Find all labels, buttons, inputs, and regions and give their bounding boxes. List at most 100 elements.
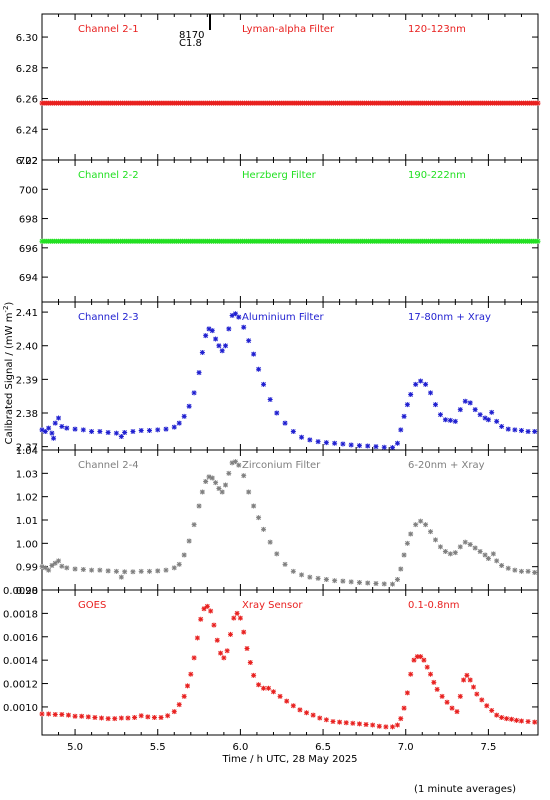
data-point (363, 721, 369, 727)
y-tick-label: 698 (19, 215, 38, 226)
data-point (234, 610, 240, 616)
data-point (277, 693, 283, 699)
data-point (46, 425, 52, 431)
data-point (512, 567, 518, 573)
data-point (518, 718, 524, 724)
data-point (304, 710, 310, 716)
data-point (246, 489, 252, 495)
y-tick-label: 2.38 (16, 409, 38, 420)
data-point (186, 403, 192, 409)
data-point (39, 711, 45, 717)
data-point (401, 413, 407, 419)
panel-3: 2.37 2.38 2.39 2.40 2.41 Channel 2-3 Aluminium… (16, 301, 539, 454)
data-point (267, 539, 273, 545)
data-point (489, 707, 495, 713)
data-point (394, 577, 400, 582)
data-point (191, 390, 197, 396)
data-point (181, 552, 187, 558)
data-point (307, 437, 313, 443)
panel-label: Herzberg Filter (242, 170, 317, 181)
data-point (299, 572, 305, 578)
data-point (383, 724, 389, 730)
data-point (467, 542, 473, 547)
data-point (356, 721, 362, 727)
y-tick-label: 6.24 (16, 125, 38, 136)
data-point (485, 417, 491, 423)
data-point (163, 426, 169, 432)
data-point (208, 608, 214, 614)
data-point (125, 715, 131, 721)
data-point (122, 430, 128, 436)
data-point (89, 567, 95, 573)
data-point (514, 717, 520, 723)
data-point (444, 699, 450, 705)
data-point (504, 716, 510, 722)
y-tick-label: 2.39 (16, 375, 38, 386)
data-point (209, 328, 215, 334)
data-point (52, 712, 58, 718)
data-point (105, 716, 111, 722)
panel-label: GOES (78, 600, 106, 611)
y-tick-label: 696 (19, 244, 38, 255)
data-point (348, 579, 354, 585)
data-point (310, 712, 316, 718)
data-point (198, 616, 204, 622)
data-point (97, 567, 103, 573)
panel-label: Aluminium Filter (242, 312, 325, 323)
data-point (442, 549, 448, 554)
data-point (79, 713, 85, 719)
data-point (401, 705, 407, 711)
data-point (401, 552, 407, 558)
data-point (477, 412, 483, 418)
data-point (216, 343, 222, 349)
flare-class-label: C1.8 (179, 38, 202, 49)
data-point (138, 713, 144, 719)
data-point (477, 549, 483, 554)
data-point (452, 418, 458, 424)
data-point (138, 427, 144, 433)
data-point (499, 714, 505, 720)
data-point (39, 427, 45, 433)
data-point (437, 544, 443, 550)
panel-label: Channel 2-2 (78, 170, 139, 181)
data-point (434, 686, 440, 692)
data-point (505, 426, 511, 432)
data-point (337, 719, 343, 725)
data-point (251, 672, 257, 678)
data-point (365, 443, 371, 449)
y-axis-label: Calibrated Signal / (mW m-2) (2, 302, 15, 445)
y-tick-label: 0.0020 (3, 586, 38, 597)
data-point (428, 529, 434, 535)
data-point (472, 407, 478, 413)
data-point (413, 522, 419, 528)
data-point (59, 712, 65, 718)
data-point (158, 714, 164, 720)
data-point (499, 563, 505, 568)
data-point (290, 568, 296, 574)
data-point (317, 715, 323, 721)
panel-frame (41, 589, 539, 736)
data-point (151, 714, 157, 720)
panel-label: Channel 2-4 (78, 460, 139, 471)
data-point (457, 407, 463, 413)
data-point (165, 713, 171, 719)
data-point (479, 697, 485, 703)
data-point (452, 550, 458, 556)
data-point (340, 578, 346, 584)
data-point (423, 522, 429, 528)
data-point (532, 570, 538, 575)
data-point (256, 515, 262, 521)
data-point (414, 654, 420, 660)
data-point (221, 655, 227, 661)
data-point (404, 690, 410, 696)
y-tick-label: 1.00 (16, 539, 38, 550)
data-point (398, 427, 404, 433)
data-point (323, 717, 329, 723)
panel-5: 0.0010 0.0012 0.0014 0.0016 0.0018 0.0020 GOES… (3, 586, 539, 753)
data-point (356, 443, 362, 449)
data-point (330, 719, 336, 725)
data-point (428, 390, 434, 396)
data-point (181, 693, 187, 699)
y-tick-label: 2.40 (16, 342, 38, 353)
data-point (224, 648, 230, 654)
